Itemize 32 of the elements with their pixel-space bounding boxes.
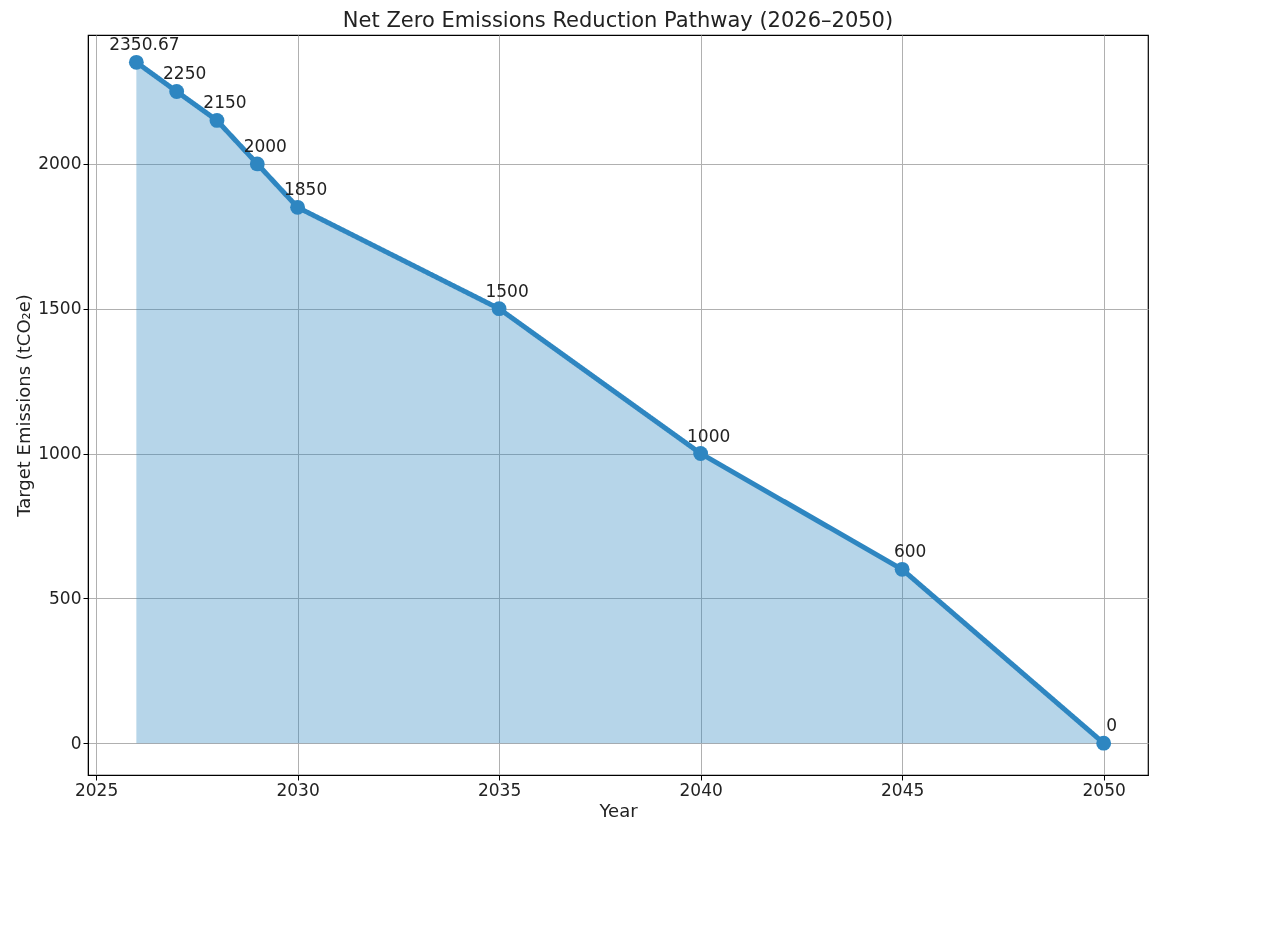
y-tick-label: 500 <box>49 587 82 608</box>
x-tick-label: 2045 <box>881 779 925 800</box>
data-label: 2000 <box>243 135 287 156</box>
data-label: 2250 <box>163 63 207 84</box>
x-tick-label: 2050 <box>1082 779 1126 800</box>
x-tick-label: 2035 <box>477 779 522 800</box>
y-tick-label: 1500 <box>38 298 82 319</box>
point <box>169 84 185 99</box>
point <box>894 561 910 577</box>
point <box>491 301 507 317</box>
data-label: 2150 <box>203 92 247 113</box>
point <box>693 446 709 461</box>
x-tick-label: 2030 <box>276 779 320 800</box>
point <box>1096 735 1112 751</box>
y-tick-label: 1000 <box>38 443 82 464</box>
y-tick-label: 2000 <box>38 153 82 174</box>
y-axis-title: Target Emissions (tCO₂e) <box>13 294 35 518</box>
data-label: 1500 <box>485 280 529 301</box>
chart-title: Net Zero Emissions Reduction Pathway (2026–2050) <box>342 8 894 32</box>
point <box>128 54 144 70</box>
data-label: 0 <box>1106 715 1118 736</box>
data-label: 600 <box>893 541 927 562</box>
data-label: 2350.67 <box>109 34 180 55</box>
data-label: 1000 <box>686 425 731 446</box>
x-tick-label: 2040 <box>679 779 723 800</box>
x-tick-label: 2025 <box>74 779 119 800</box>
x-axis-title: Year <box>598 799 639 821</box>
data-label: 1850 <box>283 179 328 200</box>
point <box>249 156 265 172</box>
point <box>290 199 305 215</box>
point <box>209 113 225 128</box>
y-tick-label: 0 <box>70 732 82 753</box>
